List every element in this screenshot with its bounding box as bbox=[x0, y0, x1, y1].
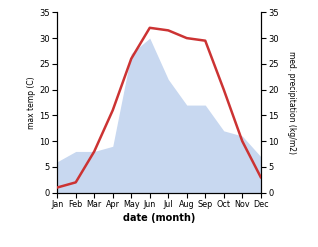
Y-axis label: med. precipitation (kg/m2): med. precipitation (kg/m2) bbox=[287, 51, 296, 154]
Y-axis label: max temp (C): max temp (C) bbox=[27, 76, 36, 129]
X-axis label: date (month): date (month) bbox=[123, 213, 195, 224]
